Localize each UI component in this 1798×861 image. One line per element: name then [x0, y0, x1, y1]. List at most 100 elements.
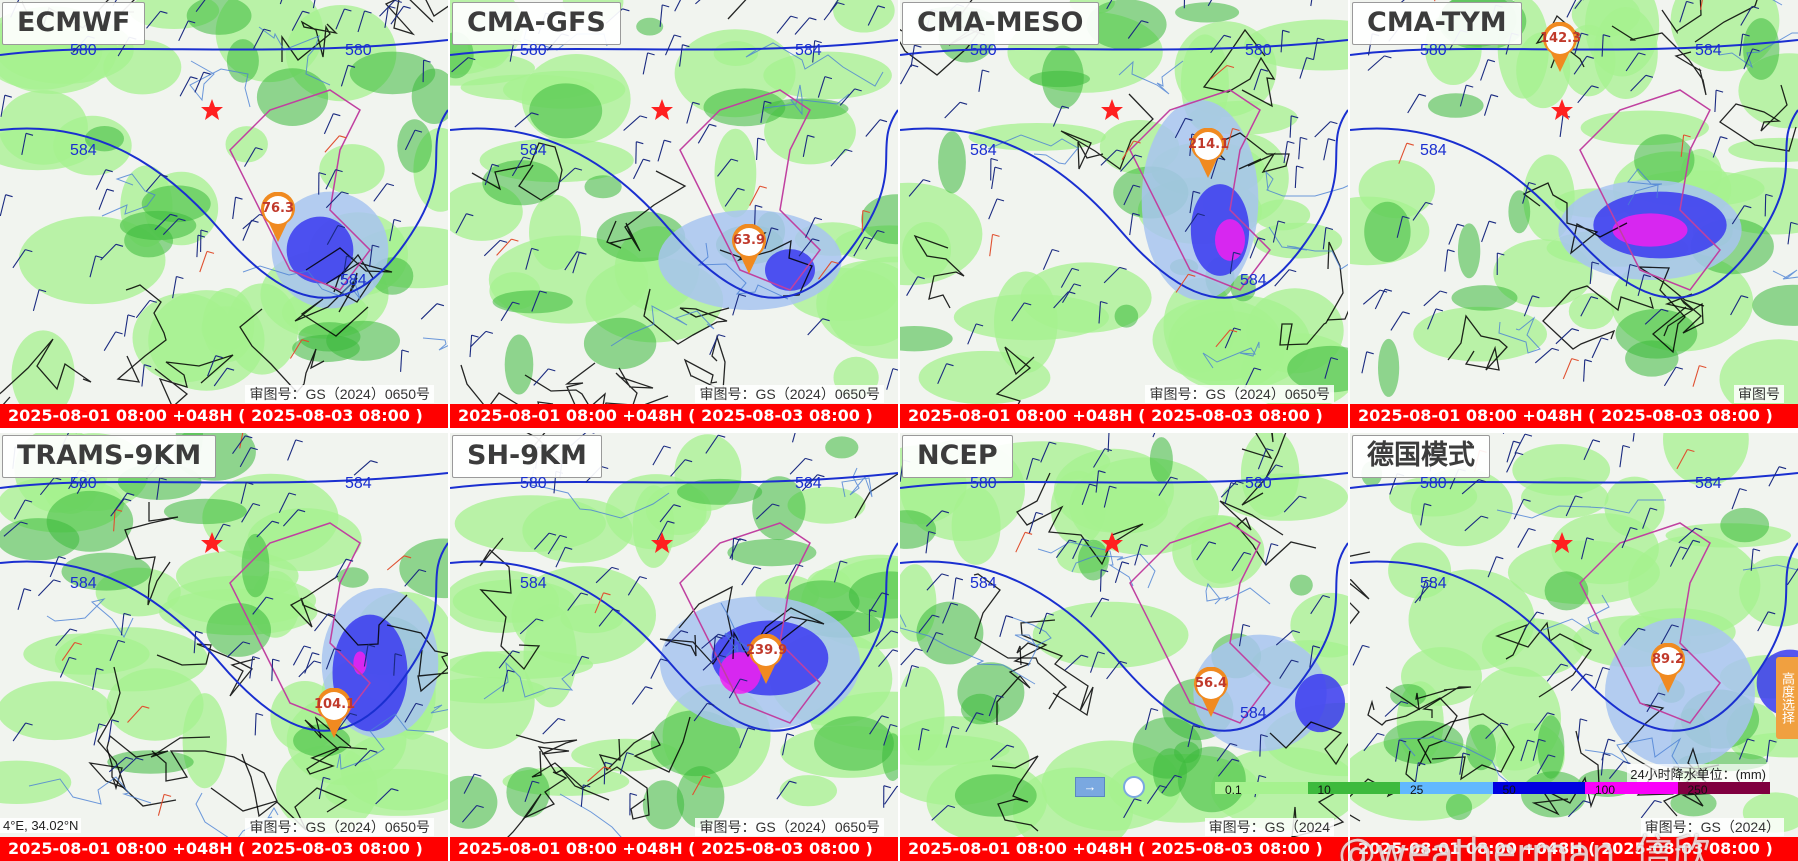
max-precip-marker[interactable]: 239.9: [746, 634, 788, 686]
max-precip-value: 63.9: [732, 233, 766, 248]
map-approval-number: 审图号：GS（2024）0650号: [245, 385, 434, 403]
max-precip-marker[interactable]: 63.9: [729, 224, 769, 276]
cursor-coordinate: 4°E, 34.02°N: [0, 818, 82, 833]
contour-label: 584: [345, 475, 372, 492]
max-precip-value: 76.3: [261, 201, 295, 216]
model-panel-cma-gfs: CMA-GFS 580 584 584 63.9 审图号：GS（2024）0650号 202…: [450, 0, 898, 428]
map-pin-icon: [1191, 128, 1225, 178]
contour-label: 584: [1420, 142, 1447, 159]
legend-tick-label: 50: [1502, 783, 1516, 797]
contour-label: 580: [70, 475, 97, 492]
map-approval-number: 审图号：GS（2024）0650号: [1145, 385, 1334, 403]
max-precip-value: 142.3: [1540, 31, 1582, 46]
contour-label: 580: [970, 42, 997, 59]
map-pin-icon: [1543, 22, 1577, 72]
map-approval-number: 审图号：GS（2024）0650号: [695, 385, 884, 403]
map-approval-number: 审图号：GS（2024: [1204, 818, 1334, 836]
legend-tick-label: 0.1: [1225, 783, 1242, 797]
contour-label: 584: [70, 142, 97, 159]
forecast-time-bar: 2025-08-01 08:00 +048H ( 2025-08-03 08:0…: [0, 837, 448, 861]
max-precip-marker[interactable]: 89.2: [1648, 643, 1688, 695]
max-precip-value: 89.2: [1651, 652, 1685, 667]
model-title: NCEP: [902, 435, 1013, 478]
map-pin-icon: [261, 192, 295, 242]
max-precip-value: 56.4: [1194, 676, 1228, 691]
height-select-tab[interactable]: 高度选择: [1776, 657, 1798, 739]
model-title: CMA-TYM: [1352, 2, 1522, 45]
map-pin-icon: [1194, 667, 1228, 717]
map-approval-number: 审图号：GS（2024）: [1640, 818, 1784, 836]
model-panel-cma-tym: CMA-TYM 580 584 584 142.3 审图号 2025-08-01 08:00…: [1350, 0, 1798, 428]
model-panel-cma-meso: CMA-MESO 580 580 584 584 214.1 审图号：GS（2024）065…: [900, 0, 1348, 428]
legend-title: 24小时降水单位：(mm): [1627, 764, 1769, 783]
contour-label: 580: [970, 475, 997, 492]
max-precip-value: 104.1: [314, 697, 356, 712]
max-precip-marker[interactable]: 214.1: [1188, 128, 1230, 180]
contour-label: 584: [520, 142, 547, 159]
map-pin-icon: [317, 688, 351, 738]
legend-swatch: [1585, 782, 1678, 794]
model-title: 德国模式: [1352, 435, 1490, 478]
contour-label: 584: [1240, 705, 1267, 722]
legend-swatch: [1400, 782, 1493, 794]
model-title: CMA-MESO: [902, 2, 1099, 45]
forecast-time-bar: 2025-08-01 08:00 +048H ( 2025-08-03 08:0…: [450, 837, 898, 861]
map-pin-icon: [732, 224, 766, 274]
contour-label: 584: [1695, 42, 1722, 59]
weibo-watermark: @weatherman_信欣: [1338, 831, 1711, 861]
legend-swatch: [1215, 782, 1308, 794]
legend-ticks: 0.1 10 25 50 100 250: [1215, 783, 1770, 797]
legend-swatch: [1492, 782, 1585, 794]
contour-label: 580: [520, 42, 547, 59]
contour-label: 584: [1240, 272, 1267, 289]
forecast-time-bar: 2025-08-01 08:00 +048H ( 2025-08-03 08:0…: [1350, 837, 1798, 861]
map-pin-icon: [1651, 643, 1685, 693]
map-approval-number: 审图号：GS（2024）0650号: [245, 818, 434, 836]
contour-label: 580: [345, 42, 372, 59]
forecast-time-bar: 2025-08-01 08:00 +048H ( 2025-08-03 08:0…: [0, 404, 448, 428]
max-precip-value: 239.9: [746, 643, 788, 658]
legend-swatch: [1307, 782, 1400, 794]
contour-label: 580: [1420, 42, 1447, 59]
precip-map: [450, 433, 898, 861]
max-precip-marker[interactable]: 56.4: [1191, 667, 1231, 719]
max-precip-marker[interactable]: 76.3: [258, 192, 298, 244]
forecast-time-bar: 2025-08-01 08:00 +048H ( 2025-08-03 08:0…: [900, 404, 1348, 428]
legend-tick-label: 100: [1595, 783, 1616, 797]
contour-label: 580: [1420, 475, 1447, 492]
contour-label: 580: [70, 42, 97, 59]
forecast-time-bar: 2025-08-01 08:00 +048H ( 2025-08-03 08:0…: [900, 837, 1348, 861]
play-toggle-button[interactable]: [1123, 776, 1145, 798]
map-approval-number: 审图号：GS（2024）0650号: [695, 818, 884, 836]
contour-label: 584: [795, 475, 822, 492]
max-precip-value: 214.1: [1188, 137, 1230, 152]
max-precip-marker[interactable]: 104.1: [314, 688, 356, 740]
precip-map: [0, 0, 448, 428]
model-title: CMA-GFS: [452, 2, 621, 45]
animate-forward-button[interactable]: →: [1075, 777, 1105, 797]
contour-label: 584: [340, 272, 367, 289]
model-panel-sh-9km: SH-9KM 580 584 584 239.9 审图号：GS（2024）0650号 202…: [450, 433, 898, 861]
model-title: SH-9KM: [452, 435, 602, 478]
precip-map: [450, 0, 898, 428]
contour-label: 584: [970, 575, 997, 592]
max-precip-marker[interactable]: 142.3: [1540, 22, 1582, 74]
legend-swatch: [1677, 782, 1770, 794]
contour-label: 584: [795, 42, 822, 59]
contour-label: 584: [520, 575, 547, 592]
model-title: ECMWF: [2, 2, 146, 45]
model-panel-trams-9km: TRAMS-9KM 580 584 584 104.1 审图号：GS（2024）0650号…: [0, 433, 448, 861]
contour-label: 584: [1420, 575, 1447, 592]
contour-label: 580: [1245, 42, 1272, 59]
model-panel-ecmwf: ECMWF 580 580 584 584 76.3 审图号：GS（2024）0650号 20…: [0, 0, 448, 428]
legend-tick-label: 25: [1410, 783, 1424, 797]
precip-map: [0, 433, 448, 861]
contour-label: 584: [970, 142, 997, 159]
map-pin-icon: [749, 634, 783, 684]
contour-label: 580: [1245, 475, 1272, 492]
forecast-time-bar: 2025-08-01 08:00 +048H ( 2025-08-03 08:0…: [1350, 404, 1798, 428]
contour-label: 580: [520, 475, 547, 492]
model-title: TRAMS-9KM: [2, 435, 217, 478]
precip-map: [900, 0, 1348, 428]
